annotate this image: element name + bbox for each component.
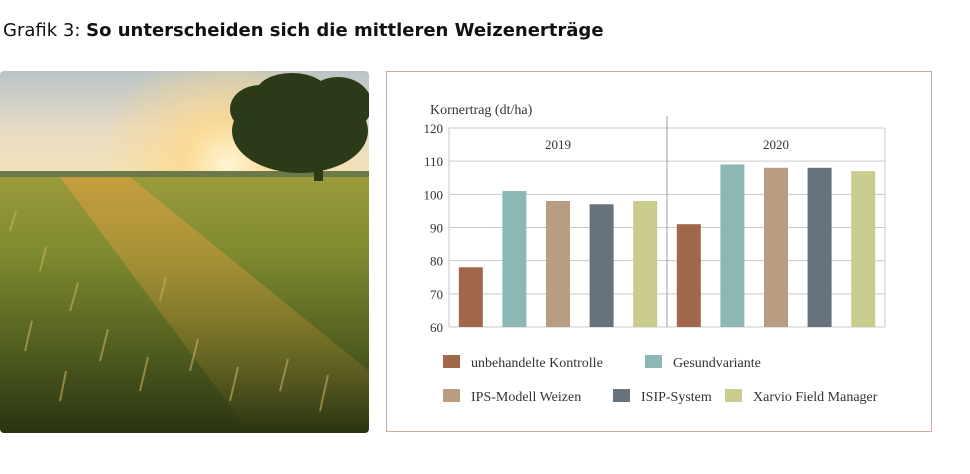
y-tick-label: 60 [430, 320, 443, 335]
bar [676, 224, 701, 327]
y-tick-label: 80 [430, 254, 443, 269]
title-prefix: Grafik 3: [3, 20, 81, 41]
y-tick-labels: 60 70 80 90 100 110 120 [424, 121, 444, 335]
legend-swatch [645, 355, 662, 368]
bar [764, 167, 788, 327]
y-tick-label: 120 [424, 121, 444, 136]
legend-swatch [443, 389, 460, 402]
wheat-field-sunset-photo [0, 71, 369, 433]
bar [633, 200, 658, 327]
legend-label: ISIP-System [641, 390, 712, 405]
legend-label: unbehandelte Kontrolle [471, 356, 603, 371]
bar-chart: Kornertrag (dt/ha) 60 70 80 90 100 110 120 201… [424, 103, 886, 405]
legend: unbehandelte Kontrolle Gesundvariante IPS-… [443, 355, 878, 405]
legend-label: Xarvio Field Manager [753, 390, 878, 405]
bar [546, 200, 570, 327]
bar [807, 167, 832, 327]
legend-swatch [443, 355, 460, 368]
bars [458, 164, 876, 327]
legend-label: IPS-Modell Weizen [471, 390, 581, 405]
y-tick-label: 70 [430, 287, 443, 302]
bar [851, 171, 876, 327]
page-title: Grafik 3: So unterscheiden sich die mitt… [3, 20, 604, 41]
legend-swatch [613, 389, 630, 402]
legend-label: Gesundvariante [673, 356, 761, 371]
group-labels: 2019 2020 [545, 116, 789, 327]
y-tick-label: 110 [424, 154, 443, 169]
legend-swatch [725, 389, 742, 402]
title-text: So unterscheiden sich die mittleren Weiz… [86, 20, 604, 41]
bar [502, 191, 527, 327]
y-tick-label: 90 [430, 221, 443, 236]
group-label: 2020 [763, 137, 789, 152]
bar [720, 164, 745, 327]
yield-chart: Kornertrag (dt/ha) 60 70 80 90 100 110 120 201… [386, 71, 932, 432]
bar [458, 267, 483, 327]
y-axis-label: Kornertrag (dt/ha) [430, 103, 533, 118]
wheat-field-photo [0, 71, 369, 433]
y-tick-label: 100 [424, 187, 444, 202]
bar [589, 204, 614, 327]
group-label: 2019 [545, 137, 571, 152]
